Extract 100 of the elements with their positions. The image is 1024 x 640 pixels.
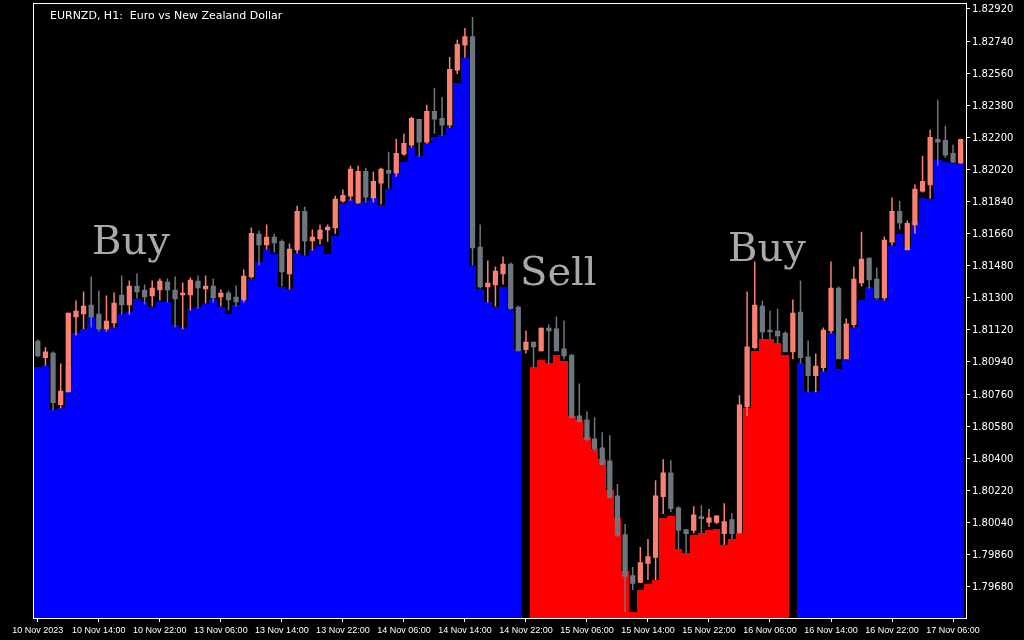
- candlestick: [111, 291, 117, 329]
- candlestick: [424, 103, 430, 145]
- candlestick: [439, 96, 445, 137]
- candlestick: [713, 514, 720, 525]
- candlestick: [508, 261, 514, 311]
- candlestick: [355, 164, 361, 205]
- candlestick: [691, 505, 697, 535]
- y-tick-label: 1.81480: [972, 260, 1014, 272]
- candlestick: [668, 459, 674, 513]
- candlestick: [660, 458, 666, 515]
- candlestick: [805, 339, 811, 394]
- candlestick: [386, 151, 392, 190]
- x-tick-label: 16 Nov 06:00: [743, 624, 797, 635]
- candlestick: [866, 256, 872, 290]
- candlestick: [73, 299, 79, 337]
- candlestick: [378, 166, 384, 206]
- y-tick-label: 1.82020: [972, 163, 1014, 175]
- candlestick: [80, 290, 87, 331]
- candlestick: [347, 164, 354, 202]
- candlestick: [271, 232, 277, 254]
- candlestick: [836, 285, 842, 361]
- candlestick: [172, 275, 178, 329]
- candlestick: [332, 194, 338, 235]
- y-tick-label: 1.81660: [972, 228, 1014, 240]
- candlestick: [408, 116, 415, 149]
- candlestick: [202, 274, 209, 305]
- y-tick-label: 1.81120: [972, 324, 1014, 336]
- candlestick: [904, 219, 910, 252]
- candlestick: [813, 352, 819, 394]
- y-tick-label: 1.80220: [972, 484, 1014, 496]
- candlestick: [256, 229, 262, 267]
- candlestick: [607, 434, 613, 499]
- candlestick: [65, 311, 71, 394]
- annotation: Buy: [728, 224, 807, 270]
- candlestick: [889, 196, 895, 247]
- candlestick: [858, 230, 865, 288]
- candlestick: [721, 502, 727, 546]
- candlestick: [919, 154, 926, 194]
- x-tick-label: 10 Nov 14:00: [72, 624, 126, 635]
- candlestick: [325, 223, 331, 243]
- x-tick-label: 13 Nov 22:00: [316, 624, 370, 635]
- candlestick: [248, 226, 254, 280]
- candlestick: [218, 288, 224, 308]
- candlestick: [897, 199, 903, 231]
- candlestick: [759, 299, 765, 341]
- candlestick: [279, 238, 285, 288]
- candlestick: [584, 410, 590, 443]
- x-tick-label: 10 Nov 2023: [12, 624, 64, 635]
- y-tick-label: 1.82380: [972, 99, 1014, 111]
- candlestick: [88, 275, 94, 329]
- y-tick-label: 1.81300: [972, 292, 1014, 304]
- text: EURNZD, H1: Euro vs New Zealand Dollar: [50, 9, 283, 22]
- candlestick: [698, 504, 704, 535]
- candlestick: [370, 171, 377, 204]
- candlestick: [462, 27, 468, 59]
- candlestick: [157, 277, 163, 302]
- candlestick: [477, 223, 483, 290]
- x-tick-label: 15 Nov 14:00: [621, 624, 675, 635]
- candlestick: [675, 505, 682, 550]
- y-tick-label: 1.80760: [972, 388, 1014, 400]
- candlestick: [782, 330, 788, 354]
- candlestick: [50, 350, 56, 412]
- x-tick-label: 13 Nov 06:00: [194, 624, 248, 635]
- candlestick: [950, 143, 956, 164]
- annotation: Sell: [520, 248, 597, 294]
- candlestick: [492, 265, 499, 308]
- candlestick: [141, 283, 148, 306]
- candlestick: [294, 204, 300, 255]
- x-tick-label: 16 Nov 22:00: [865, 624, 919, 635]
- candlestick: [851, 265, 857, 329]
- candlestick: [576, 382, 582, 423]
- candlestick: [119, 274, 125, 316]
- candlestick: [233, 284, 239, 308]
- candlestick: [149, 279, 155, 308]
- candlestick: [622, 523, 628, 613]
- candlestick: [393, 138, 399, 178]
- candlestick: [416, 118, 422, 158]
- candlestick: [874, 266, 880, 301]
- candlestick: [469, 16, 476, 267]
- candlestick: [599, 431, 605, 466]
- candlestick: [126, 279, 132, 316]
- candlestick: [927, 128, 933, 200]
- candlestick: [195, 274, 201, 310]
- candlestick: [431, 87, 438, 135]
- candlestick: [401, 133, 407, 157]
- y-tick-label: 1.80400: [972, 452, 1014, 464]
- candlestick: [935, 98, 941, 167]
- candlestick: [630, 566, 636, 591]
- y-tick-label: 1.82560: [972, 67, 1014, 79]
- x-tick-label: 15 Nov 06:00: [560, 624, 614, 635]
- candlestick: [736, 394, 743, 535]
- candlestick: [241, 268, 247, 304]
- y-tick-label: 1.80940: [972, 356, 1014, 368]
- x-tick-label: 17 Nov 06:00: [926, 624, 980, 635]
- x-tick-label: 14 Nov 14:00: [438, 624, 492, 635]
- candlestick: [729, 512, 735, 540]
- candlestick: [103, 294, 110, 333]
- candlestick: [652, 479, 659, 581]
- candlestick: [881, 235, 888, 302]
- candlestick: [775, 307, 781, 345]
